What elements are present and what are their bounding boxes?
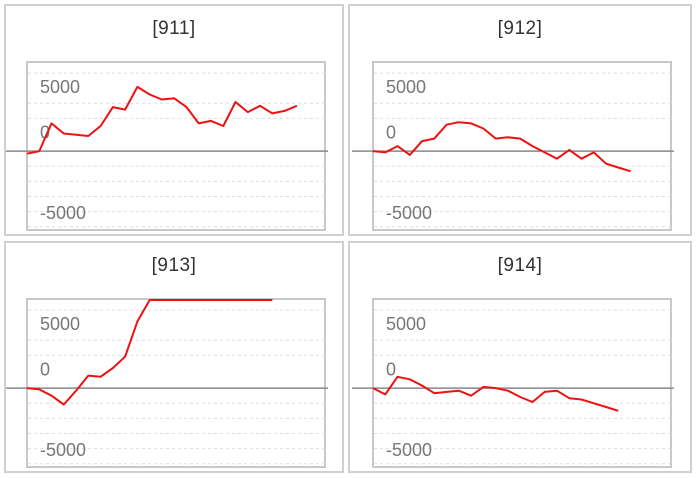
chart-title: [912] — [497, 18, 543, 39]
y-tick-label: 0 — [40, 360, 50, 380]
y-tick-label: -5000 — [40, 440, 86, 460]
y-tick-label: 5000 — [386, 77, 426, 97]
chart-title: [911] — [152, 18, 196, 39]
y-tick-label: 5000 — [40, 314, 80, 334]
series-line — [26, 299, 273, 406]
line-chart-svg: 5000 0 -5000 — [6, 72, 328, 228]
y-tick-label: 5000 — [40, 77, 80, 97]
plot-area: 5000 0 -5000 — [6, 61, 328, 231]
y-tick-label: 0 — [40, 123, 50, 143]
plot-area: 5000 0 -5000 — [6, 298, 328, 468]
chart-panel-914: [914] 5000 0 -5000 — [348, 241, 692, 473]
chart-panel-912: [912] 5000 0 -5000 — [348, 4, 692, 236]
series-line — [372, 375, 619, 412]
chart-title: [913] — [151, 255, 197, 276]
line-chart-svg: 5000 0 -5000 — [6, 299, 328, 465]
line-chart-svg: 5000 0 -5000 — [352, 72, 674, 228]
y-tick-label: 0 — [386, 123, 396, 143]
line-chart-svg: 5000 0 -5000 — [352, 309, 674, 465]
y-tick-label: -5000 — [40, 203, 86, 223]
y-tick-label: 0 — [386, 360, 396, 380]
y-tick-label: -5000 — [386, 203, 432, 223]
plot-area: 5000 0 -5000 — [352, 61, 674, 231]
y-tick-label: -5000 — [386, 440, 432, 460]
chart-title: [914] — [497, 255, 543, 276]
chart-panel-913: [913] 5000 0 -5000 — [4, 241, 344, 473]
chart-panel-911: [911] 5000 0 -5000 — [4, 4, 344, 236]
series-line — [372, 121, 631, 173]
plot-area: 5000 0 -5000 — [352, 298, 674, 468]
y-tick-label: 5000 — [386, 314, 426, 334]
series-line — [26, 85, 298, 155]
